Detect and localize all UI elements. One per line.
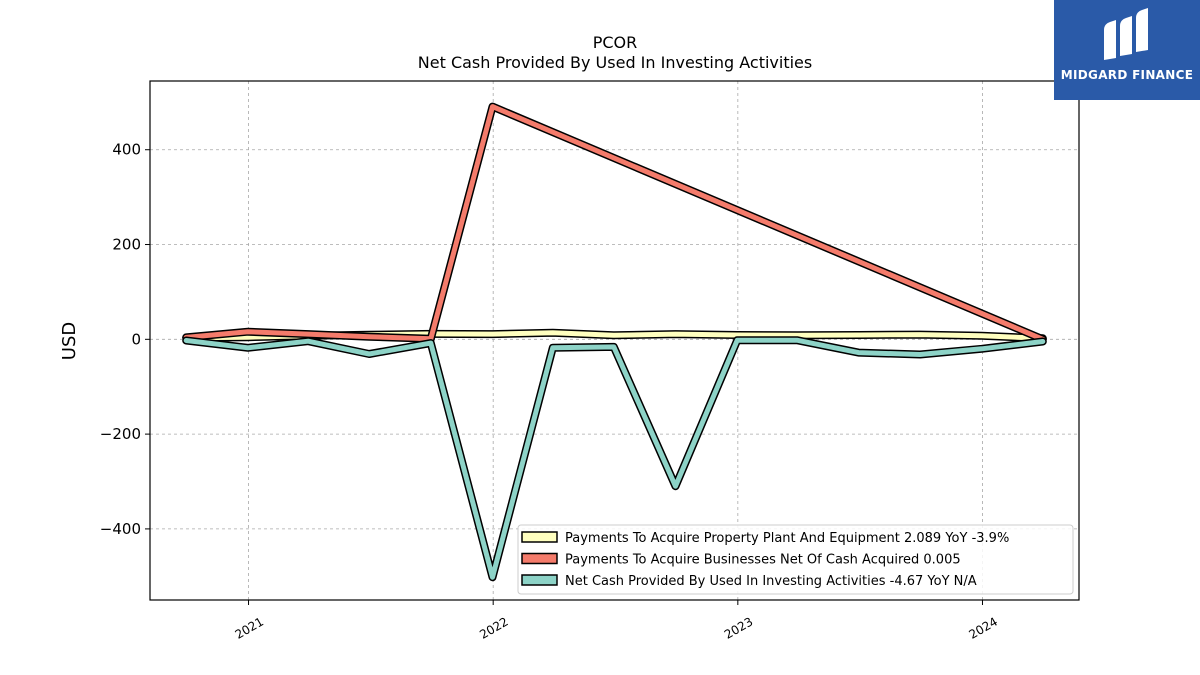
legend-swatch (521, 552, 558, 565)
y-tick-label: −400 (100, 520, 141, 538)
legend-swatch (521, 531, 558, 543)
legend: Payments To Acquire Property Plant And E… (517, 524, 1074, 595)
midgard-finance-logo: MIDGARD FINANCE (1054, 0, 1200, 100)
series-lines (182, 102, 1047, 582)
logo-text: MIDGARD FINANCE (1060, 68, 1194, 82)
chart-subtitle: Net Cash Provided By Used In Investing A… (418, 53, 812, 72)
legend-box (517, 524, 1074, 595)
y-tick-label: 200 (112, 236, 141, 254)
logo-mark-icon (1104, 8, 1148, 60)
x-tick-label: 2024 (967, 614, 1000, 641)
series-line (183, 104, 1046, 342)
grid (150, 81, 1079, 600)
x-ticks: 2021 2022 2023 2024 (233, 600, 1000, 642)
x-tick-label: 2023 (722, 614, 755, 641)
x-tick-label: 2021 (233, 614, 266, 641)
series-2 (182, 102, 1047, 344)
chart-title: PCOR (593, 33, 638, 52)
legend-entry: Net Cash Provided By Used In Investing A… (565, 574, 977, 589)
legend-swatch (521, 574, 558, 586)
y-ticks: −400 −200 0 200 400 (100, 141, 150, 538)
series-line (183, 337, 1046, 580)
plot-frame (149, 80, 1080, 601)
x-tick-label: 2022 (477, 614, 510, 641)
legend-entry: Payments To Acquire Businesses Net Of Ca… (565, 553, 961, 568)
y-tick-label: −200 (100, 425, 141, 443)
y-axis-label: USD (59, 322, 80, 360)
legend-entry: Payments To Acquire Property Plant And E… (565, 531, 1009, 546)
y-tick-label: 400 (112, 141, 141, 159)
series-3 (182, 336, 1047, 582)
series-line-outline (182, 102, 1047, 344)
y-tick-label: 0 (131, 330, 141, 348)
